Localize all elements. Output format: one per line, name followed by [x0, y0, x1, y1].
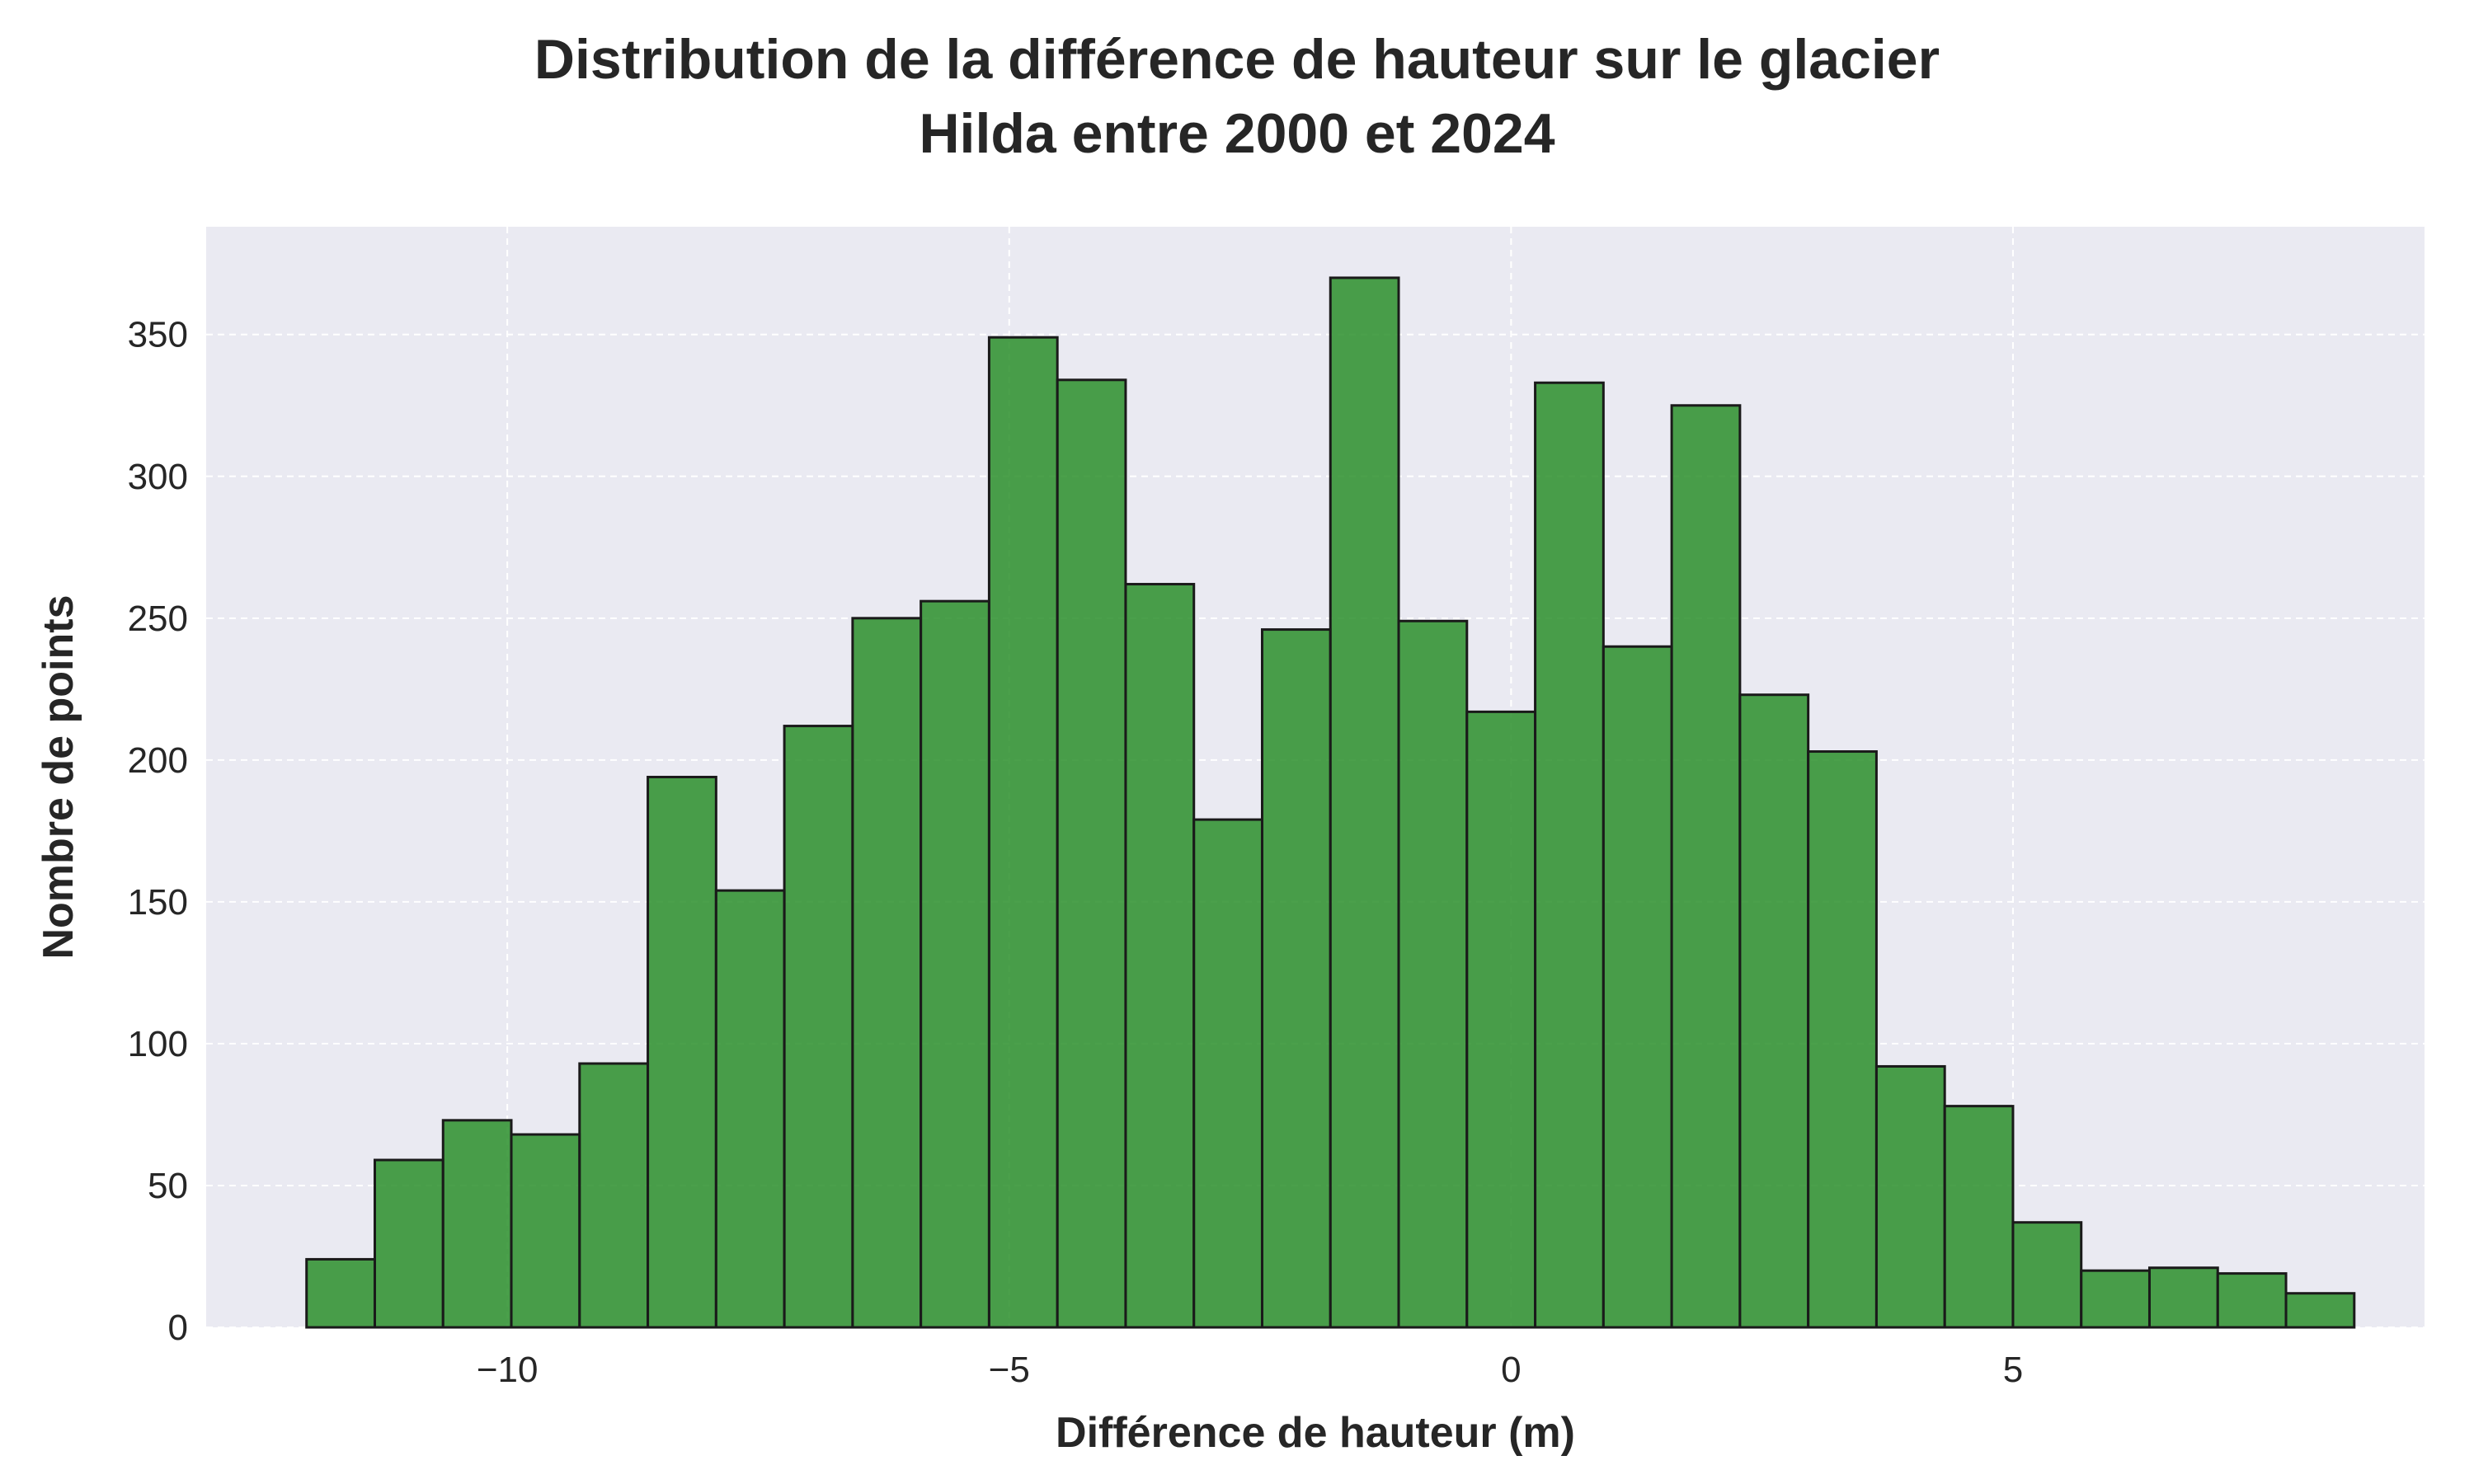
y-tick-label: 350: [128, 315, 188, 355]
histogram-bar: [783, 725, 854, 1329]
histogram-bar: [1807, 750, 1878, 1329]
histogram-bar: [1465, 710, 1537, 1329]
y-tick-label: 250: [128, 599, 188, 639]
histogram-bar: [1534, 381, 1605, 1329]
histogram-bar: [2011, 1221, 2083, 1329]
x-tick-label: −10: [477, 1350, 539, 1390]
bars: [305, 276, 2356, 1329]
histogram-bar: [2216, 1272, 2288, 1329]
x-axis-ticks: −10 −5 0 5: [477, 1350, 2023, 1390]
x-tick-label: 5: [2003, 1350, 2023, 1390]
histogram-bar: [1192, 818, 1263, 1329]
x-axis-label: Différence de hauteur (m): [1056, 1409, 1575, 1457]
histogram-bar: [1056, 378, 1127, 1329]
chart-title-line-1: Distribution de la différence de hauteur…: [534, 28, 1940, 91]
y-tick-label: 150: [128, 882, 188, 923]
histogram-bar: [2284, 1292, 2356, 1329]
histogram-bar: [1943, 1105, 2015, 1329]
histogram-bar: [578, 1062, 650, 1329]
y-tick-label: 200: [128, 740, 188, 781]
histogram-bar: [441, 1119, 513, 1329]
histogram-bar: [1397, 619, 1469, 1329]
histogram-bar: [851, 617, 923, 1329]
y-tick-label: 50: [148, 1166, 188, 1206]
x-tick-label: −5: [989, 1350, 1030, 1390]
histogram-bar: [305, 1257, 376, 1329]
y-axis-label: Nombre de points: [35, 594, 82, 959]
x-tick-label: 0: [1501, 1350, 1521, 1390]
histogram-bar: [647, 776, 717, 1329]
y-tick-label: 100: [128, 1024, 188, 1064]
histogram-bar: [714, 889, 786, 1329]
histogram-bar: [373, 1158, 444, 1329]
histogram-bar: [1874, 1064, 1946, 1329]
histogram-bar: [987, 336, 1059, 1329]
histogram-bar: [2147, 1266, 2219, 1329]
histogram-bar: [2080, 1269, 2151, 1329]
histogram-bar: [1260, 628, 1332, 1329]
y-axis-ticks: 0 50 100 150 200 250 300 350: [128, 315, 188, 1348]
histogram-bar: [1329, 276, 1400, 1329]
y-tick-label: 0: [168, 1308, 188, 1348]
histogram-bar: [1124, 583, 1196, 1329]
histogram-bar: [510, 1133, 581, 1329]
chart-title-line-2: Hilda entre 2000 et 2024: [919, 102, 1555, 165]
histogram-bar: [1738, 693, 1810, 1329]
histogram-bar: [1602, 645, 1673, 1329]
histogram-bar: [1670, 404, 1742, 1329]
y-tick-label: 300: [128, 457, 188, 497]
histogram-bar: [920, 599, 990, 1329]
